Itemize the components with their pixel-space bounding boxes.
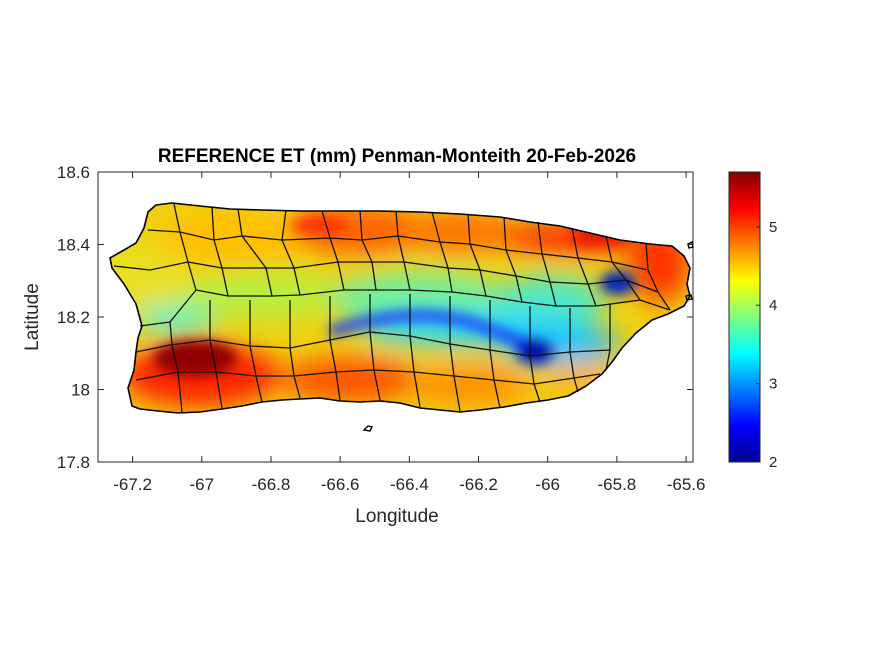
x-axis-label: Longitude <box>355 506 438 527</box>
municipal-boundaries <box>113 203 671 413</box>
colorbar-tick-label: 4 <box>769 297 777 314</box>
x-tick-label: -66.8 <box>252 475 291 494</box>
colorbar <box>728 171 761 463</box>
x-tick-label: -67.2 <box>113 475 152 494</box>
colorbar-tick-label: 5 <box>769 219 777 236</box>
colorbar-tick-label: 3 <box>769 376 777 393</box>
chart-title: REFERENCE ET (mm) Penman-Monteith 20-Feb… <box>158 146 636 167</box>
x-tick-label: -66 <box>535 475 560 494</box>
x-tick-label: -65.8 <box>598 475 637 494</box>
islets <box>362 240 694 432</box>
x-tick-label: -66.2 <box>459 475 498 494</box>
colorbar-tick-label: 2 <box>769 454 777 471</box>
x-tick-label: -67 <box>189 475 214 494</box>
y-tick-label: 17.8 <box>57 453 90 472</box>
y-axis: 18.6 18.4 18.2 18 17.8 <box>57 163 693 472</box>
colorbar-ticks: 5 4 3 2 <box>756 219 777 471</box>
coastline <box>109 202 691 414</box>
x-tick-label: -66.6 <box>321 475 360 494</box>
y-axis-label: Latitude <box>22 283 43 351</box>
x-axis: -67.2 -67 -66.8 -66.6 -66.4 -66.2 -66 -65.8 -65.… <box>113 172 705 494</box>
y-tick-label: 18.2 <box>57 308 90 327</box>
x-tick-label: -66.4 <box>390 475 429 494</box>
y-tick-label: 18 <box>71 381 90 400</box>
y-tick-label: 18.6 <box>57 163 90 182</box>
x-tick-label: -65.6 <box>667 475 706 494</box>
y-tick-label: 18.4 <box>57 236 90 255</box>
